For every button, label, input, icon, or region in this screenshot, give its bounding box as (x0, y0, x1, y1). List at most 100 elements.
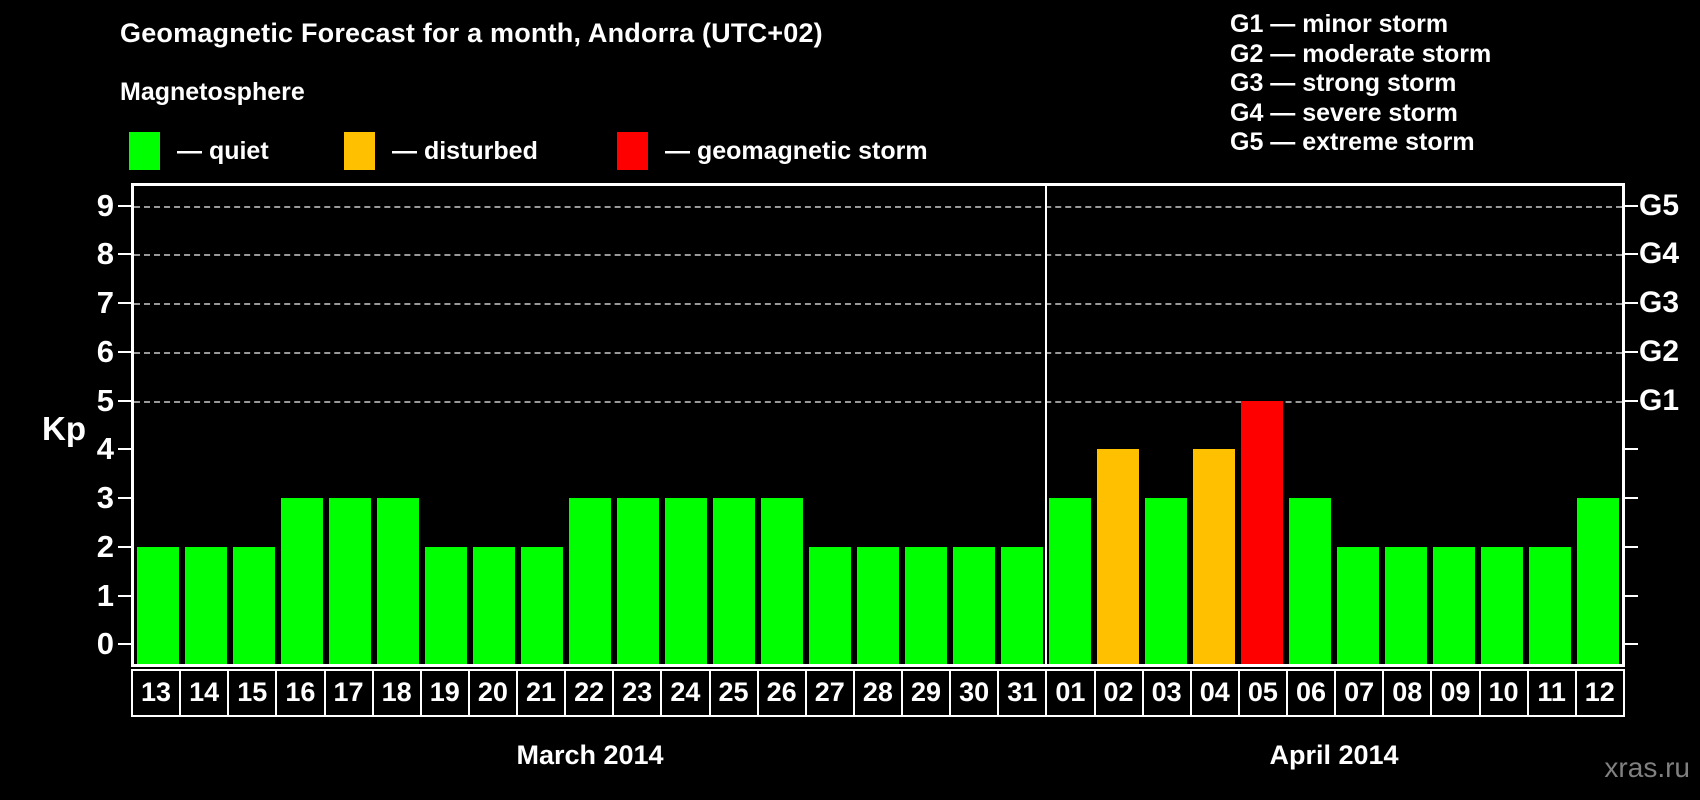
kp-bar-day-13 (137, 546, 179, 664)
y-axis-label-9: 9 (96, 187, 114, 223)
date-cell-31: 31 (997, 669, 1048, 717)
gridline-kp9 (134, 205, 1622, 208)
date-cell-25: 25 (708, 669, 759, 717)
kp-bar-day-11 (1529, 546, 1571, 664)
date-cell-04: 04 (1189, 669, 1240, 717)
kp-bar-day-09 (1433, 546, 1475, 664)
date-cell-02: 02 (1093, 669, 1144, 717)
storm-scale-line-g2: G2 — moderate storm (1230, 39, 1492, 68)
legend-item-storm: — geomagnetic storm (617, 131, 928, 171)
kp-bar-day-08 (1385, 546, 1427, 664)
right-axis-label-g1: G1 (1639, 383, 1680, 417)
date-cell-14: 14 (179, 669, 230, 717)
left-tick-2 (118, 545, 131, 548)
kp-bar-day-12 (1577, 498, 1619, 664)
right-tick-5 (1625, 399, 1638, 402)
left-tick-1 (118, 594, 131, 597)
storm-scale-line-g4: G4 — severe storm (1230, 98, 1458, 127)
kp-bar-day-06 (1289, 498, 1331, 664)
date-cell-10: 10 (1478, 669, 1529, 717)
date-cell-13: 13 (131, 669, 182, 717)
kp-bar-day-27 (809, 546, 851, 664)
date-cell-29: 29 (901, 669, 952, 717)
date-cell-22: 22 (564, 669, 615, 717)
date-cell-27: 27 (804, 669, 855, 717)
y-axis-label-3: 3 (96, 480, 114, 516)
date-cell-06: 06 (1286, 669, 1337, 717)
month-label-1: April 2014 (1269, 740, 1399, 770)
kp-bar-day-01 (1049, 498, 1091, 664)
right-tick-8 (1625, 253, 1638, 256)
plot-area (131, 183, 1625, 667)
legend-item-disturbed: — disturbed (344, 131, 538, 171)
date-cell-21: 21 (516, 669, 567, 717)
date-cell-03: 03 (1141, 669, 1192, 717)
kp-bar-day-03 (1145, 498, 1187, 664)
y-axis-title: Kp (42, 410, 86, 447)
y-axis-label-1: 1 (96, 577, 114, 613)
date-cell-16: 16 (275, 669, 326, 717)
gridline-kp8 (134, 254, 1622, 257)
date-cell-17: 17 (323, 669, 374, 717)
y-axis-label-7: 7 (96, 285, 114, 321)
date-cell-05: 05 (1237, 669, 1288, 717)
right-tick-7 (1625, 302, 1638, 305)
left-tick-9 (118, 204, 131, 207)
y-axis-label-2: 2 (96, 528, 114, 564)
legend-swatch-disturbed (344, 132, 375, 170)
gridline-kp6 (134, 351, 1622, 354)
kp-bar-day-10 (1481, 546, 1523, 664)
left-tick-8 (118, 253, 131, 256)
date-cell-09: 09 (1430, 669, 1481, 717)
plot-inner (134, 186, 1622, 664)
right-tick-1 (1625, 594, 1638, 597)
legend-item-quiet: — quiet (129, 131, 269, 171)
date-cell-19: 19 (419, 669, 470, 717)
date-cell-26: 26 (756, 669, 807, 717)
gridline-kp7 (134, 303, 1622, 306)
kp-bar-day-16 (281, 498, 323, 664)
date-cell-24: 24 (660, 669, 711, 717)
date-cell-18: 18 (371, 669, 422, 717)
kp-bar-day-19 (425, 546, 467, 664)
right-tick-4 (1625, 448, 1638, 451)
kp-bar-day-14 (185, 546, 227, 664)
kp-bar-day-30 (953, 546, 995, 664)
legend-swatch-quiet (129, 132, 160, 170)
kp-bar-day-17 (329, 498, 371, 664)
right-axis-label-g3: G3 (1639, 286, 1680, 320)
kp-bar-day-29 (905, 546, 947, 664)
storm-scale-legend: G1 — minor storm G2 — moderate storm G3 — … (1230, 10, 1491, 158)
date-cell-20: 20 (467, 669, 518, 717)
left-tick-5 (118, 399, 131, 402)
date-cell-08: 08 (1382, 669, 1433, 717)
date-cell-11: 11 (1526, 669, 1577, 717)
right-tick-6 (1625, 350, 1638, 353)
kp-bar-day-05 (1241, 400, 1283, 664)
y-axis-label-0: 0 (96, 626, 114, 662)
y-axis-label-5: 5 (96, 382, 114, 418)
left-tick-6 (118, 350, 131, 353)
left-tick-0 (118, 643, 131, 646)
y-axis-label-4: 4 (96, 431, 114, 467)
kp-bar-day-15 (233, 546, 275, 664)
y-axis-label-6: 6 (96, 333, 114, 369)
watermark: xras.ru (1604, 752, 1690, 783)
kp-bar-day-25 (713, 498, 755, 664)
right-axis-label-g5: G5 (1639, 188, 1680, 222)
right-tick-0 (1625, 643, 1638, 646)
right-axis-label-g2: G2 (1639, 334, 1680, 368)
legend-swatch-storm (617, 132, 648, 170)
date-cell-12: 12 (1574, 669, 1625, 717)
month-separator (1045, 186, 1047, 664)
storm-scale-line-g5: G5 — extreme storm (1230, 128, 1475, 156)
kp-bar-day-28 (857, 546, 899, 664)
date-cell-01: 01 (1045, 669, 1096, 717)
left-tick-7 (118, 302, 131, 305)
month-label-0: March 2014 (516, 740, 664, 770)
date-cell-28: 28 (852, 669, 903, 717)
legend-label-storm: — geomagnetic storm (665, 136, 928, 165)
y-axis-label-8: 8 (96, 236, 114, 272)
right-tick-3 (1625, 497, 1638, 500)
kp-bar-day-04 (1193, 449, 1235, 664)
